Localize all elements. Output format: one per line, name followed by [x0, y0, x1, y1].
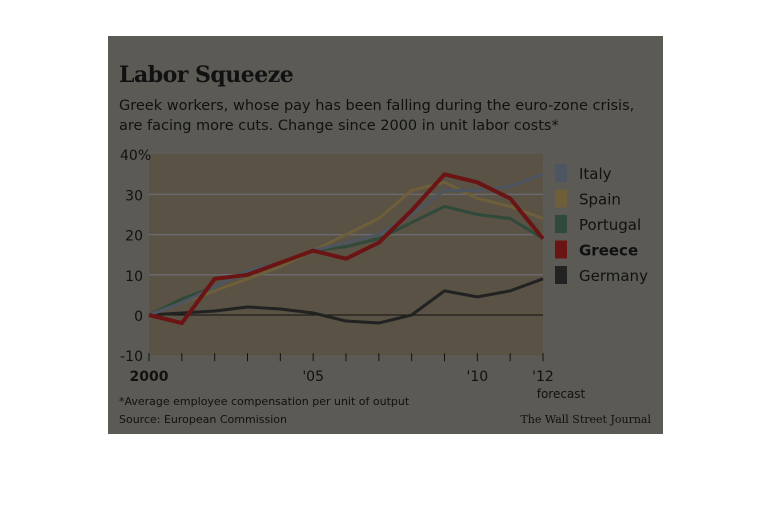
series-line-germany	[148, 277, 544, 325]
legend-label-spain: Spain	[579, 191, 621, 209]
chart-title: Labor Squeeze	[119, 62, 294, 88]
legend-swatch-germany	[555, 266, 567, 284]
y-tick-label: 30	[125, 188, 143, 204]
series-line-italy	[148, 172, 544, 317]
series-line-greece	[148, 172, 545, 326]
legend-swatch-portugal	[555, 215, 567, 233]
y-tick-label: -10	[120, 349, 143, 365]
legend-label-germany: Germany	[579, 267, 648, 285]
y-tick-label: 10	[125, 269, 143, 285]
legend-label-italy: Italy	[579, 165, 612, 183]
credit: The Wall Street Journal	[520, 413, 651, 426]
series-line-spain	[148, 180, 544, 317]
legend-swatch-greece	[555, 240, 567, 259]
legend-label-portugal: Portugal	[579, 216, 641, 234]
footnote: *Average employee compensation per unit …	[119, 395, 410, 408]
x-tick-label: '05	[302, 369, 324, 385]
x-tick-label: 2000	[130, 369, 169, 385]
legend-swatch-italy	[555, 164, 567, 182]
y-tick-label: 40%	[120, 148, 151, 164]
source: Source: European Commission	[119, 413, 287, 426]
line-chart: 40% 30 20 10 0 -10 2000 '05 '10 '12 forecast Italy S…	[119, 148, 651, 426]
y-tick-label: 20	[125, 229, 143, 245]
chart-panel: Labor Squeeze Greek workers, whose pay h…	[108, 36, 663, 434]
x-tick-label: '12	[532, 369, 554, 385]
chart-subtitle: Greek workers, whose pay has been fallin…	[119, 98, 635, 134]
x-tick-note: forecast	[537, 387, 586, 401]
x-tick-label: '10	[466, 369, 488, 385]
legend-label-greece: Greece	[579, 242, 638, 260]
legend-swatch-spain	[555, 189, 567, 208]
y-tick-label: 0	[134, 309, 143, 325]
